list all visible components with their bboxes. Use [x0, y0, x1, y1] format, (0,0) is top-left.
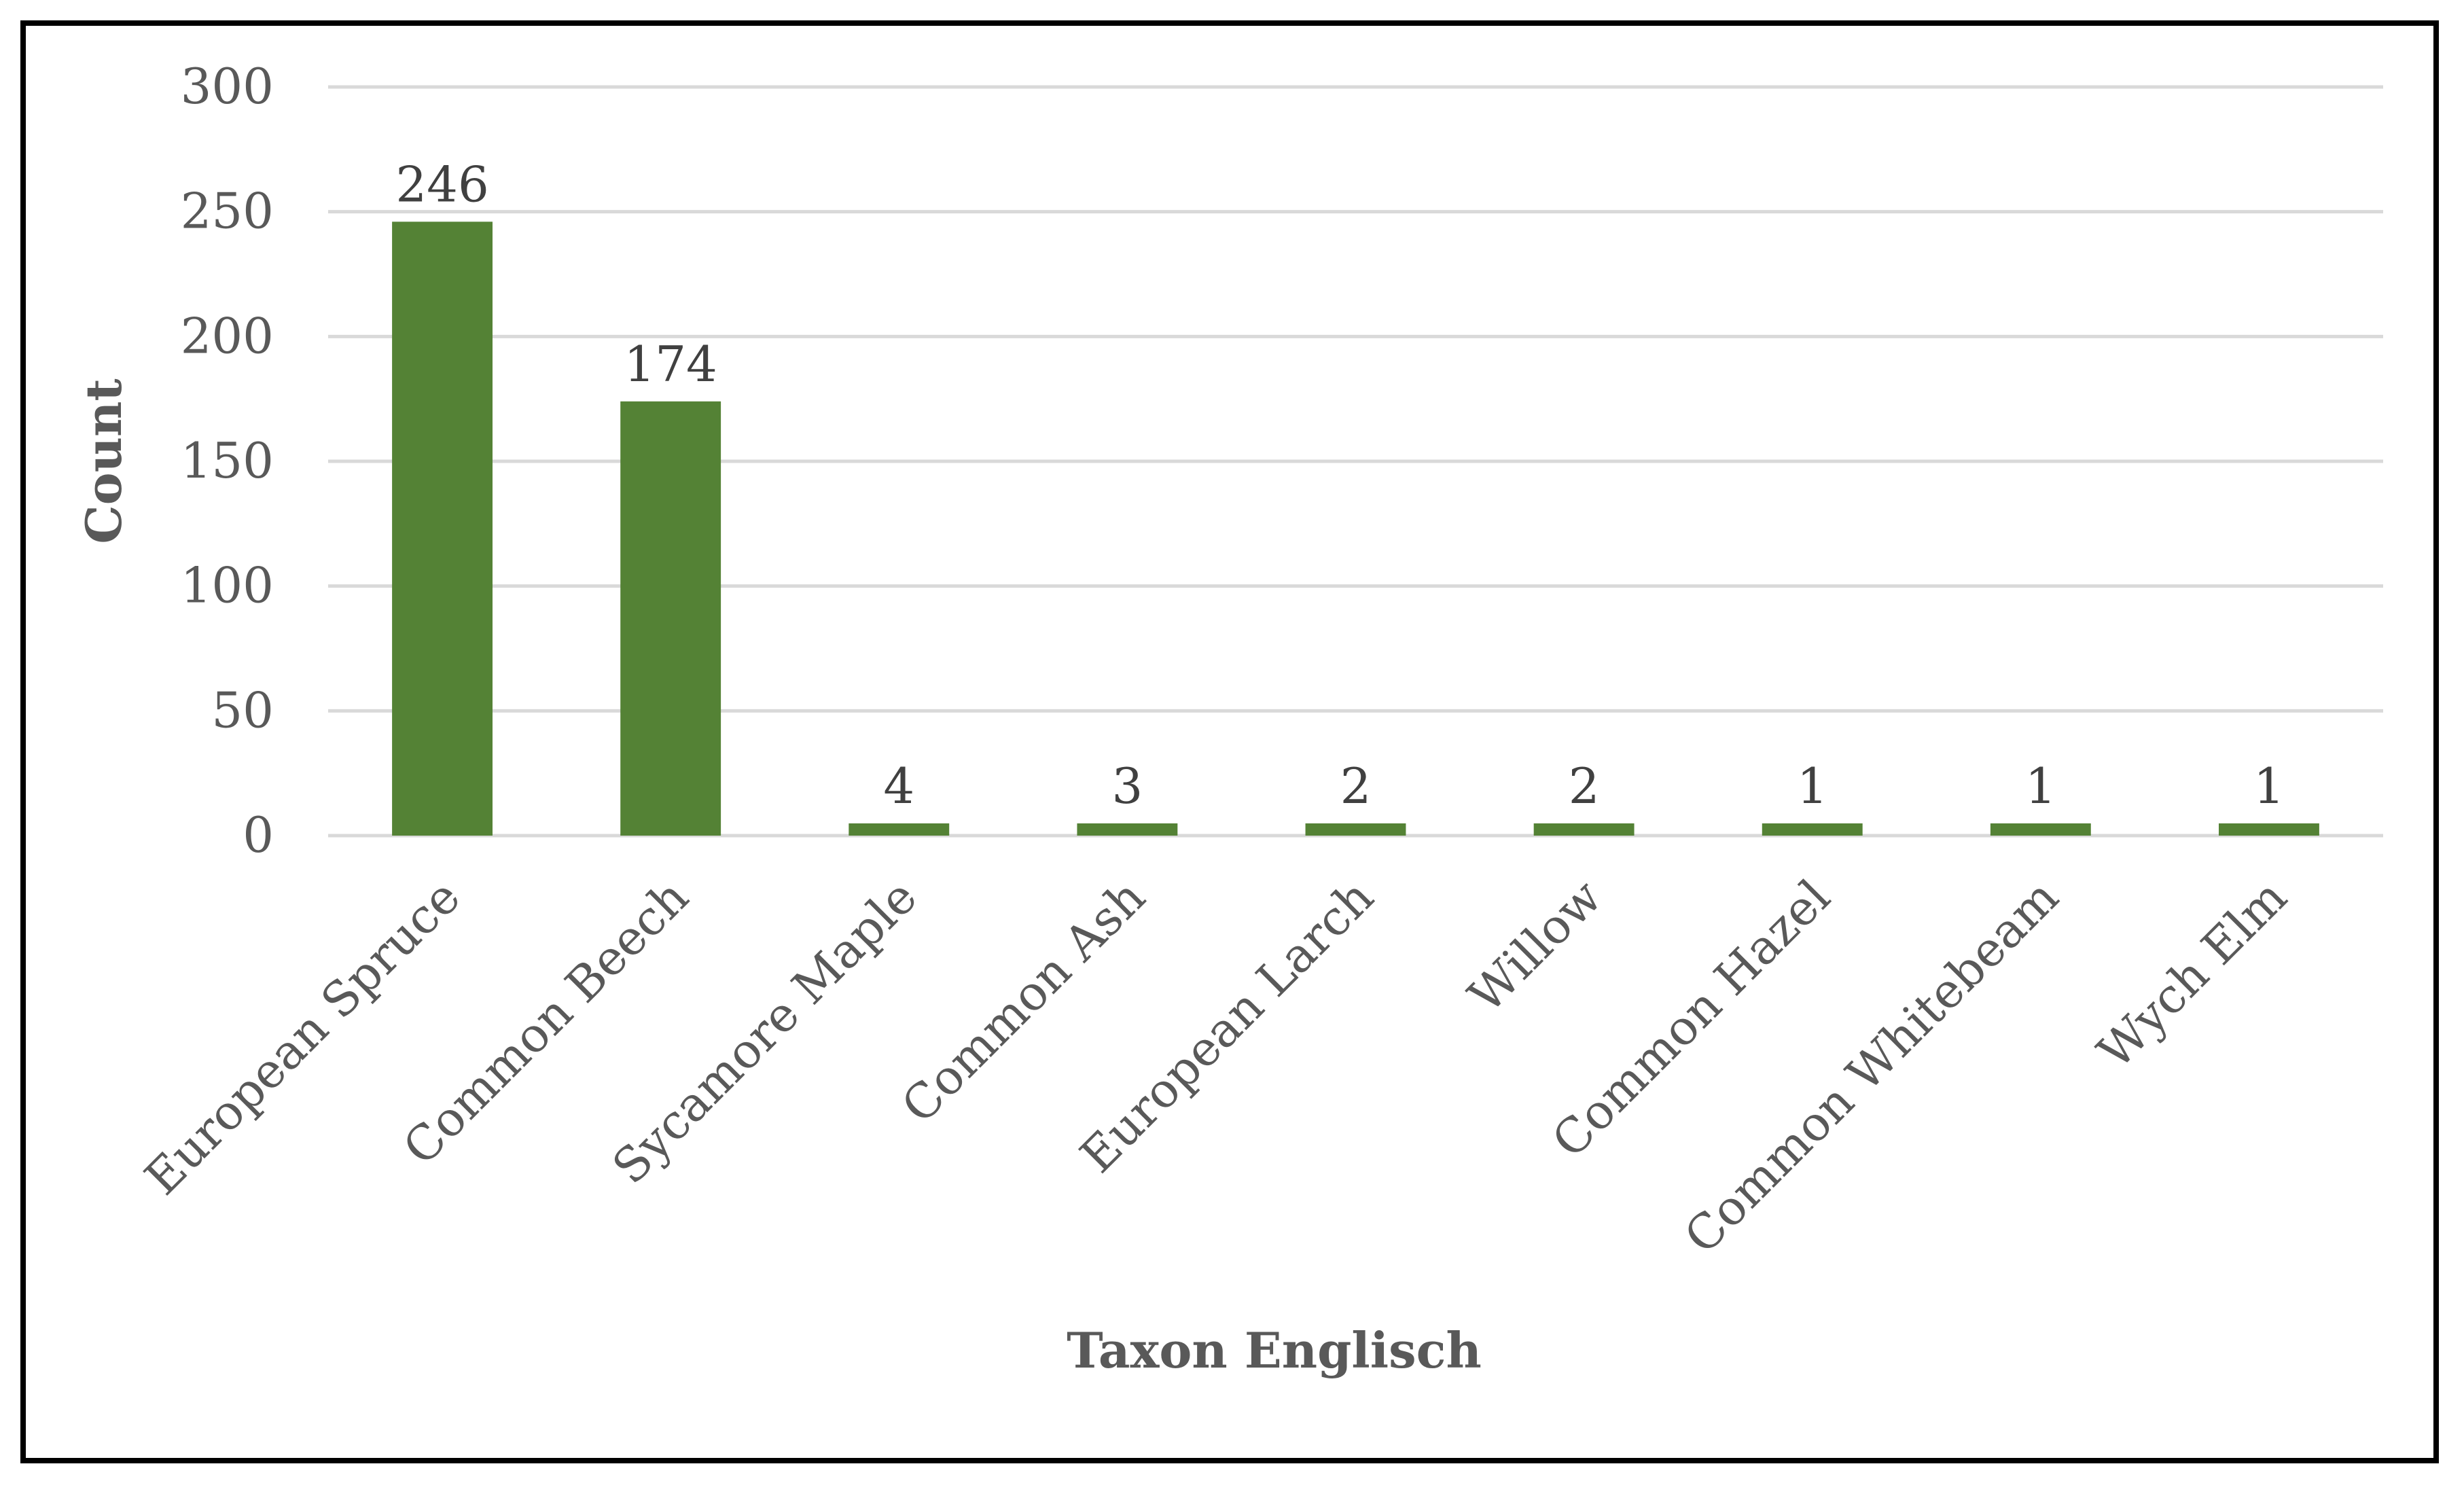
bars [392, 221, 2319, 836]
bar [1990, 823, 2091, 836]
bar [392, 221, 493, 836]
data-label: 3 [1111, 757, 1143, 815]
bar [1305, 823, 1406, 836]
y-tick-label: 50 [211, 681, 274, 738]
data-label: 4 [883, 757, 914, 815]
y-tick-label: 200 [181, 307, 274, 364]
x-axis-title: Taxon Englisch [1067, 1321, 1482, 1379]
data-label: 1 [1797, 757, 1828, 815]
y-tick-label: 0 [243, 806, 274, 863]
y-axis-title: Count [75, 378, 132, 543]
data-label: 2 [1340, 757, 1372, 815]
bar [1533, 823, 1635, 836]
bar [1077, 823, 1178, 836]
bar-chart: 0 50 100 150 200 250 300 246 174 4 3 2 2 1 1 1 Europea… [75, 58, 2383, 1379]
x-tick-label: Wych Elm [2087, 869, 2298, 1080]
x-tick-label: Willow [1458, 869, 1613, 1024]
x-tick-label: Common Ash [891, 869, 1156, 1134]
data-label: 1 [2025, 757, 2056, 815]
data-label: 2 [1569, 757, 1600, 815]
y-tick-label: 150 [181, 432, 274, 489]
bar [2219, 823, 2319, 836]
y-axis-ticks: 0 50 100 150 200 250 300 [181, 58, 274, 863]
chart-frame: 0 50 100 150 200 250 300 246 174 4 3 2 2 1 1 1 Europea… [20, 20, 2439, 1463]
data-label: 1 [2253, 757, 2285, 815]
data-label: 174 [624, 336, 717, 393]
y-tick-label: 250 [181, 183, 274, 240]
y-tick-label: 300 [181, 58, 274, 115]
y-tick-label: 100 [181, 557, 274, 614]
bar [849, 823, 950, 836]
bar [620, 401, 721, 836]
data-labels: 246 174 4 3 2 2 1 1 1 [395, 156, 2285, 815]
data-label: 246 [395, 156, 488, 213]
bar [1762, 823, 1863, 836]
x-tick-label: Common Whitebeam [1674, 869, 2069, 1264]
